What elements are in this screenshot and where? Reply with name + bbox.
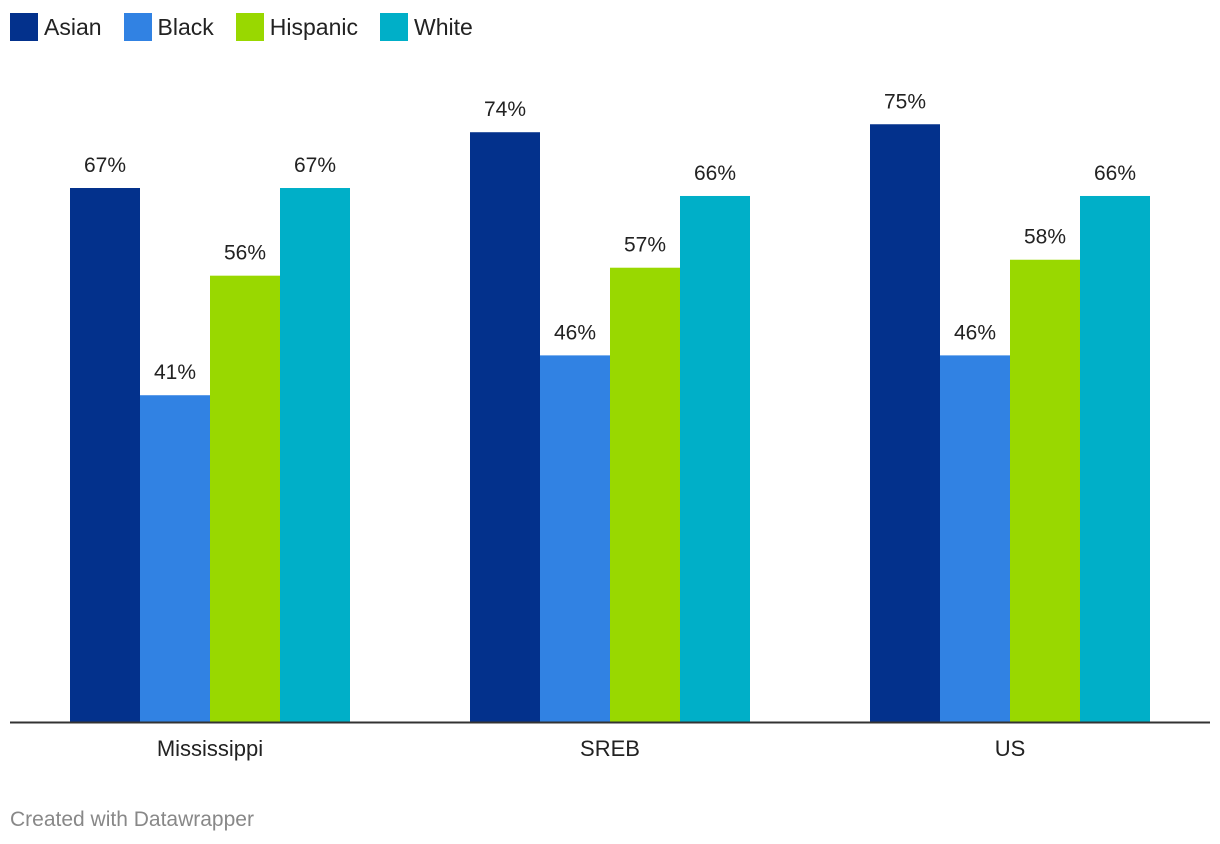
category-label-sreb: SREB xyxy=(580,736,640,761)
category-label-us: US xyxy=(995,736,1026,761)
data-label: 67% xyxy=(294,154,336,177)
legend-label: White xyxy=(414,13,473,40)
bar-mississippi-asian xyxy=(70,188,140,722)
legend-swatch xyxy=(123,13,152,41)
legend-swatch xyxy=(380,13,409,41)
data-label: 67% xyxy=(84,154,126,177)
bar-us-black xyxy=(940,355,1010,722)
data-label: 75% xyxy=(884,90,926,113)
bar-mississippi-hispanic xyxy=(210,275,280,722)
category-label-mississippi: Mississippi xyxy=(157,736,263,761)
data-label: 57% xyxy=(624,234,666,257)
legend-label: Black xyxy=(157,13,214,40)
bar-sreb-black xyxy=(540,355,610,722)
legend-label: Hispanic xyxy=(269,13,359,40)
bar-sreb-asian xyxy=(470,132,540,723)
data-label: 74% xyxy=(484,98,526,121)
credit-text[interactable]: Created with Datawrapper xyxy=(10,808,254,831)
bar-sreb-hispanic xyxy=(610,267,680,722)
legend-item-white: White xyxy=(380,13,473,41)
data-label: 41% xyxy=(154,361,196,384)
bar-mississippi-black xyxy=(140,395,210,722)
data-label: 66% xyxy=(1094,162,1136,185)
legend-swatch xyxy=(10,13,38,41)
data-label: 46% xyxy=(554,321,596,344)
legend-item-hispanic: Hispanic xyxy=(235,13,359,41)
legend: Asian Black Hispanic White xyxy=(10,13,495,41)
legend-item-black: Black xyxy=(123,13,214,41)
data-label: 66% xyxy=(694,162,736,185)
bar-mississippi-white xyxy=(280,188,350,722)
bar-sreb-white xyxy=(680,195,750,723)
legend-item-asian: Asian xyxy=(10,13,102,41)
bar-us-asian xyxy=(870,124,940,722)
data-label: 56% xyxy=(224,242,266,265)
data-label: 46% xyxy=(954,321,996,344)
bar-us-hispanic xyxy=(1010,259,1080,722)
legend-swatch xyxy=(235,13,264,41)
data-label: 58% xyxy=(1024,226,1066,249)
legend-label: Asian xyxy=(44,13,102,40)
bar-us-white xyxy=(1080,195,1150,723)
